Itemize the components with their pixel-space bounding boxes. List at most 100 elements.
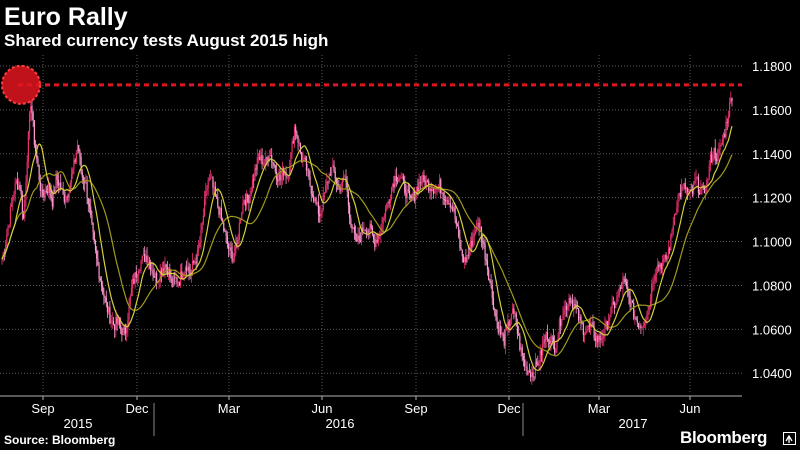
candle xyxy=(635,316,637,321)
candle xyxy=(467,246,469,260)
candle xyxy=(568,293,570,312)
candle xyxy=(133,273,135,285)
candle xyxy=(158,279,160,289)
candle xyxy=(531,365,533,385)
candle xyxy=(145,249,147,264)
candle xyxy=(392,182,394,192)
candle xyxy=(420,175,423,186)
candle xyxy=(488,266,490,281)
candle xyxy=(697,173,700,199)
candle xyxy=(283,166,285,181)
candle xyxy=(22,210,25,220)
candle xyxy=(539,344,541,371)
candle xyxy=(450,205,453,210)
y-axis-tick-labels: 1.1800 1.1600 1.1400 1.1200 1.1000 1.0800 1.06… xyxy=(752,59,792,381)
candle xyxy=(530,369,532,382)
candle xyxy=(25,175,27,207)
candle xyxy=(671,228,673,239)
candle xyxy=(92,222,94,240)
candle xyxy=(579,310,581,324)
candle xyxy=(622,272,624,297)
candle xyxy=(16,171,19,190)
candle xyxy=(559,315,562,335)
candle xyxy=(631,299,634,304)
candle xyxy=(121,327,123,342)
candle xyxy=(233,244,236,263)
candle xyxy=(707,178,709,186)
candle xyxy=(466,254,468,263)
candle xyxy=(609,314,611,325)
candle xyxy=(60,174,62,191)
candle xyxy=(447,196,449,205)
candle xyxy=(223,221,225,233)
candle xyxy=(655,266,658,283)
candle xyxy=(134,272,136,289)
candle xyxy=(426,179,429,183)
candle xyxy=(407,182,409,194)
candle xyxy=(79,148,81,166)
candle xyxy=(701,183,703,195)
candle xyxy=(291,138,293,159)
candle xyxy=(569,295,571,307)
candle xyxy=(709,151,712,172)
candle xyxy=(219,206,221,220)
candle xyxy=(99,276,101,282)
candle xyxy=(538,360,540,370)
candle xyxy=(187,258,189,272)
candle xyxy=(193,259,195,265)
candle xyxy=(351,223,353,233)
bloomberg-terminal-icon xyxy=(783,432,796,445)
candle xyxy=(232,252,234,264)
candle xyxy=(712,151,714,166)
candle xyxy=(96,246,98,267)
candle xyxy=(485,253,487,266)
candle xyxy=(689,188,691,200)
candle xyxy=(123,325,125,336)
candle xyxy=(540,347,543,362)
candle xyxy=(522,352,525,367)
candle xyxy=(63,190,65,205)
candle xyxy=(616,291,618,306)
candle xyxy=(175,269,177,285)
candle xyxy=(265,150,267,171)
candle xyxy=(224,228,226,232)
candle xyxy=(322,186,324,212)
candle xyxy=(603,329,605,347)
candle xyxy=(633,298,635,321)
y-tick-label: 1.0600 xyxy=(752,322,792,337)
candle xyxy=(314,197,316,204)
candle xyxy=(40,182,43,198)
candle xyxy=(532,367,534,382)
candle xyxy=(273,162,275,168)
candle xyxy=(344,174,346,178)
candle xyxy=(138,269,140,284)
candle xyxy=(594,331,596,348)
candle xyxy=(673,213,676,226)
candle xyxy=(229,242,231,256)
candle xyxy=(641,326,643,329)
candle xyxy=(670,233,672,252)
candle xyxy=(279,166,281,186)
source-note: Source: Bloomberg xyxy=(4,433,116,447)
candle xyxy=(425,175,427,191)
candle xyxy=(12,195,14,211)
candle xyxy=(184,265,186,279)
candle xyxy=(718,142,720,162)
candle xyxy=(111,312,113,330)
candle xyxy=(723,132,725,147)
candle xyxy=(424,175,426,188)
candle xyxy=(555,348,557,357)
candle xyxy=(483,237,485,249)
candle xyxy=(552,328,554,350)
candle xyxy=(676,200,678,215)
candle xyxy=(255,164,257,177)
y-tick-label: 1.1400 xyxy=(752,147,792,162)
candle xyxy=(230,241,232,259)
candle xyxy=(713,147,715,161)
candle xyxy=(156,270,158,290)
candle xyxy=(88,198,91,214)
candle xyxy=(141,255,143,264)
candle xyxy=(476,219,478,233)
candle xyxy=(453,202,455,214)
candle xyxy=(387,200,389,210)
